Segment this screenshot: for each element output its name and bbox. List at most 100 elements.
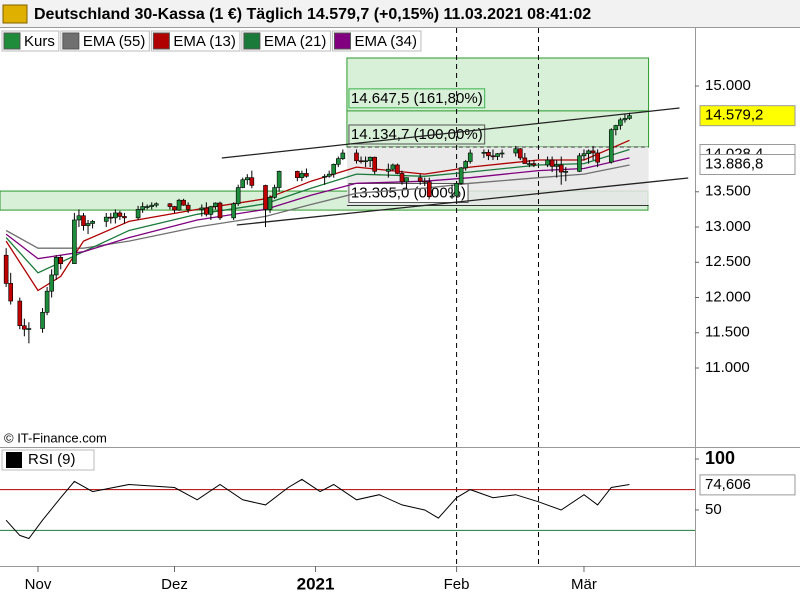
candle-body	[558, 164, 564, 173]
candle-body	[81, 215, 86, 226]
candle-body	[103, 216, 109, 222]
candle-body	[499, 152, 505, 155]
candle-body	[249, 177, 255, 186]
y-tick-label: 15.000	[705, 77, 751, 94]
rsi-legend-box	[1, 449, 95, 471]
rsi-value-box	[699, 474, 796, 496]
candle-body	[331, 163, 337, 175]
header-bar	[0, 0, 800, 27]
candle-body	[545, 159, 550, 166]
candle-body	[231, 203, 236, 219]
candle-body	[267, 197, 273, 210]
candle-body	[554, 164, 559, 167]
legend-swatch	[3, 32, 21, 50]
fib-label: 14.134,7 (100,00%)	[351, 126, 483, 143]
rsi-legend-label: RSI (9)	[28, 451, 76, 468]
candle-body	[577, 155, 582, 172]
candle-body	[167, 203, 173, 207]
candle-body	[390, 164, 396, 170]
price-label: 13.886,8	[705, 155, 763, 172]
candle-body	[326, 173, 332, 177]
candle-body	[58, 257, 64, 264]
candle-body	[244, 177, 250, 181]
ema-line	[5, 164, 630, 249]
candle-body	[367, 156, 373, 162]
candle-body	[295, 171, 300, 178]
price-label-box	[699, 105, 796, 127]
candle-body	[513, 148, 519, 154]
x-tick-label: Nov	[25, 576, 52, 593]
candle-body	[335, 158, 341, 165]
candle-body	[618, 119, 623, 126]
candle-body	[17, 300, 23, 327]
candle-body	[176, 199, 182, 211]
candle-body	[581, 153, 587, 157]
rsi-line	[5, 478, 630, 540]
candle-body	[135, 209, 141, 219]
candle-body	[386, 168, 391, 172]
legend-label: EMA (13)	[173, 33, 236, 50]
candle-body	[185, 204, 191, 210]
candle-body	[3, 254, 9, 284]
legend-swatch	[62, 32, 80, 50]
candle-body	[263, 185, 268, 210]
candle-body	[72, 219, 77, 264]
candle-body	[363, 160, 368, 163]
rsi-value-label: 74,606	[705, 476, 751, 493]
candle-body	[495, 153, 500, 157]
candle-body	[272, 187, 277, 198]
y-tick-label: 12.500	[705, 253, 751, 270]
candle-body	[299, 173, 305, 178]
y-tick-label: 11.000	[705, 359, 750, 376]
trendline	[221, 107, 680, 159]
candle-body	[627, 115, 632, 119]
candle-body	[149, 204, 155, 207]
candle-body	[53, 257, 59, 276]
legend-label: EMA (21)	[264, 33, 327, 50]
candle-body	[117, 212, 123, 217]
fib-label-box	[348, 124, 486, 145]
candle-body	[458, 167, 464, 184]
candle-body	[586, 150, 591, 154]
candle-body	[276, 171, 282, 188]
candle-body	[426, 181, 432, 198]
candle-body	[372, 156, 377, 172]
candle-body	[144, 206, 150, 208]
legend-swatch	[152, 32, 170, 50]
candle-body	[235, 187, 241, 205]
y-tick-label: 12.000	[705, 288, 751, 305]
x-tick-label: Feb	[444, 576, 470, 593]
candle-body	[304, 173, 309, 177]
y-tick-label: 11.500	[705, 324, 750, 341]
candle-body	[622, 118, 628, 121]
candle-body	[90, 221, 95, 224]
candle-body	[608, 129, 614, 163]
candle-body	[590, 150, 596, 154]
demo-icon	[2, 4, 28, 24]
legend-label: EMA (55)	[83, 33, 146, 50]
candle-body	[340, 152, 346, 159]
candle-body	[181, 199, 186, 206]
legend-label: EMA (34)	[354, 33, 417, 50]
candle-body	[140, 206, 145, 210]
candle-body	[454, 183, 459, 197]
candle-body	[76, 215, 82, 221]
candle-body	[26, 328, 32, 330]
candle-body	[395, 164, 400, 174]
candle-body	[417, 177, 423, 182]
candle-body	[522, 157, 528, 164]
x-tick-label: Dez	[161, 576, 188, 593]
candle-body	[40, 312, 45, 329]
ema-line	[5, 157, 630, 260]
candle-body	[449, 195, 455, 198]
fib-extension-area	[346, 57, 650, 148]
candle-body	[463, 161, 468, 169]
candle-body	[113, 212, 118, 219]
rsi-tick-label: 50	[705, 501, 722, 518]
candle-body	[490, 155, 496, 158]
price-label-box	[699, 153, 796, 175]
candle-body	[399, 173, 405, 183]
candle-body	[122, 216, 127, 219]
candle-body	[199, 207, 205, 210]
x-tick-label: 2021	[297, 574, 335, 593]
